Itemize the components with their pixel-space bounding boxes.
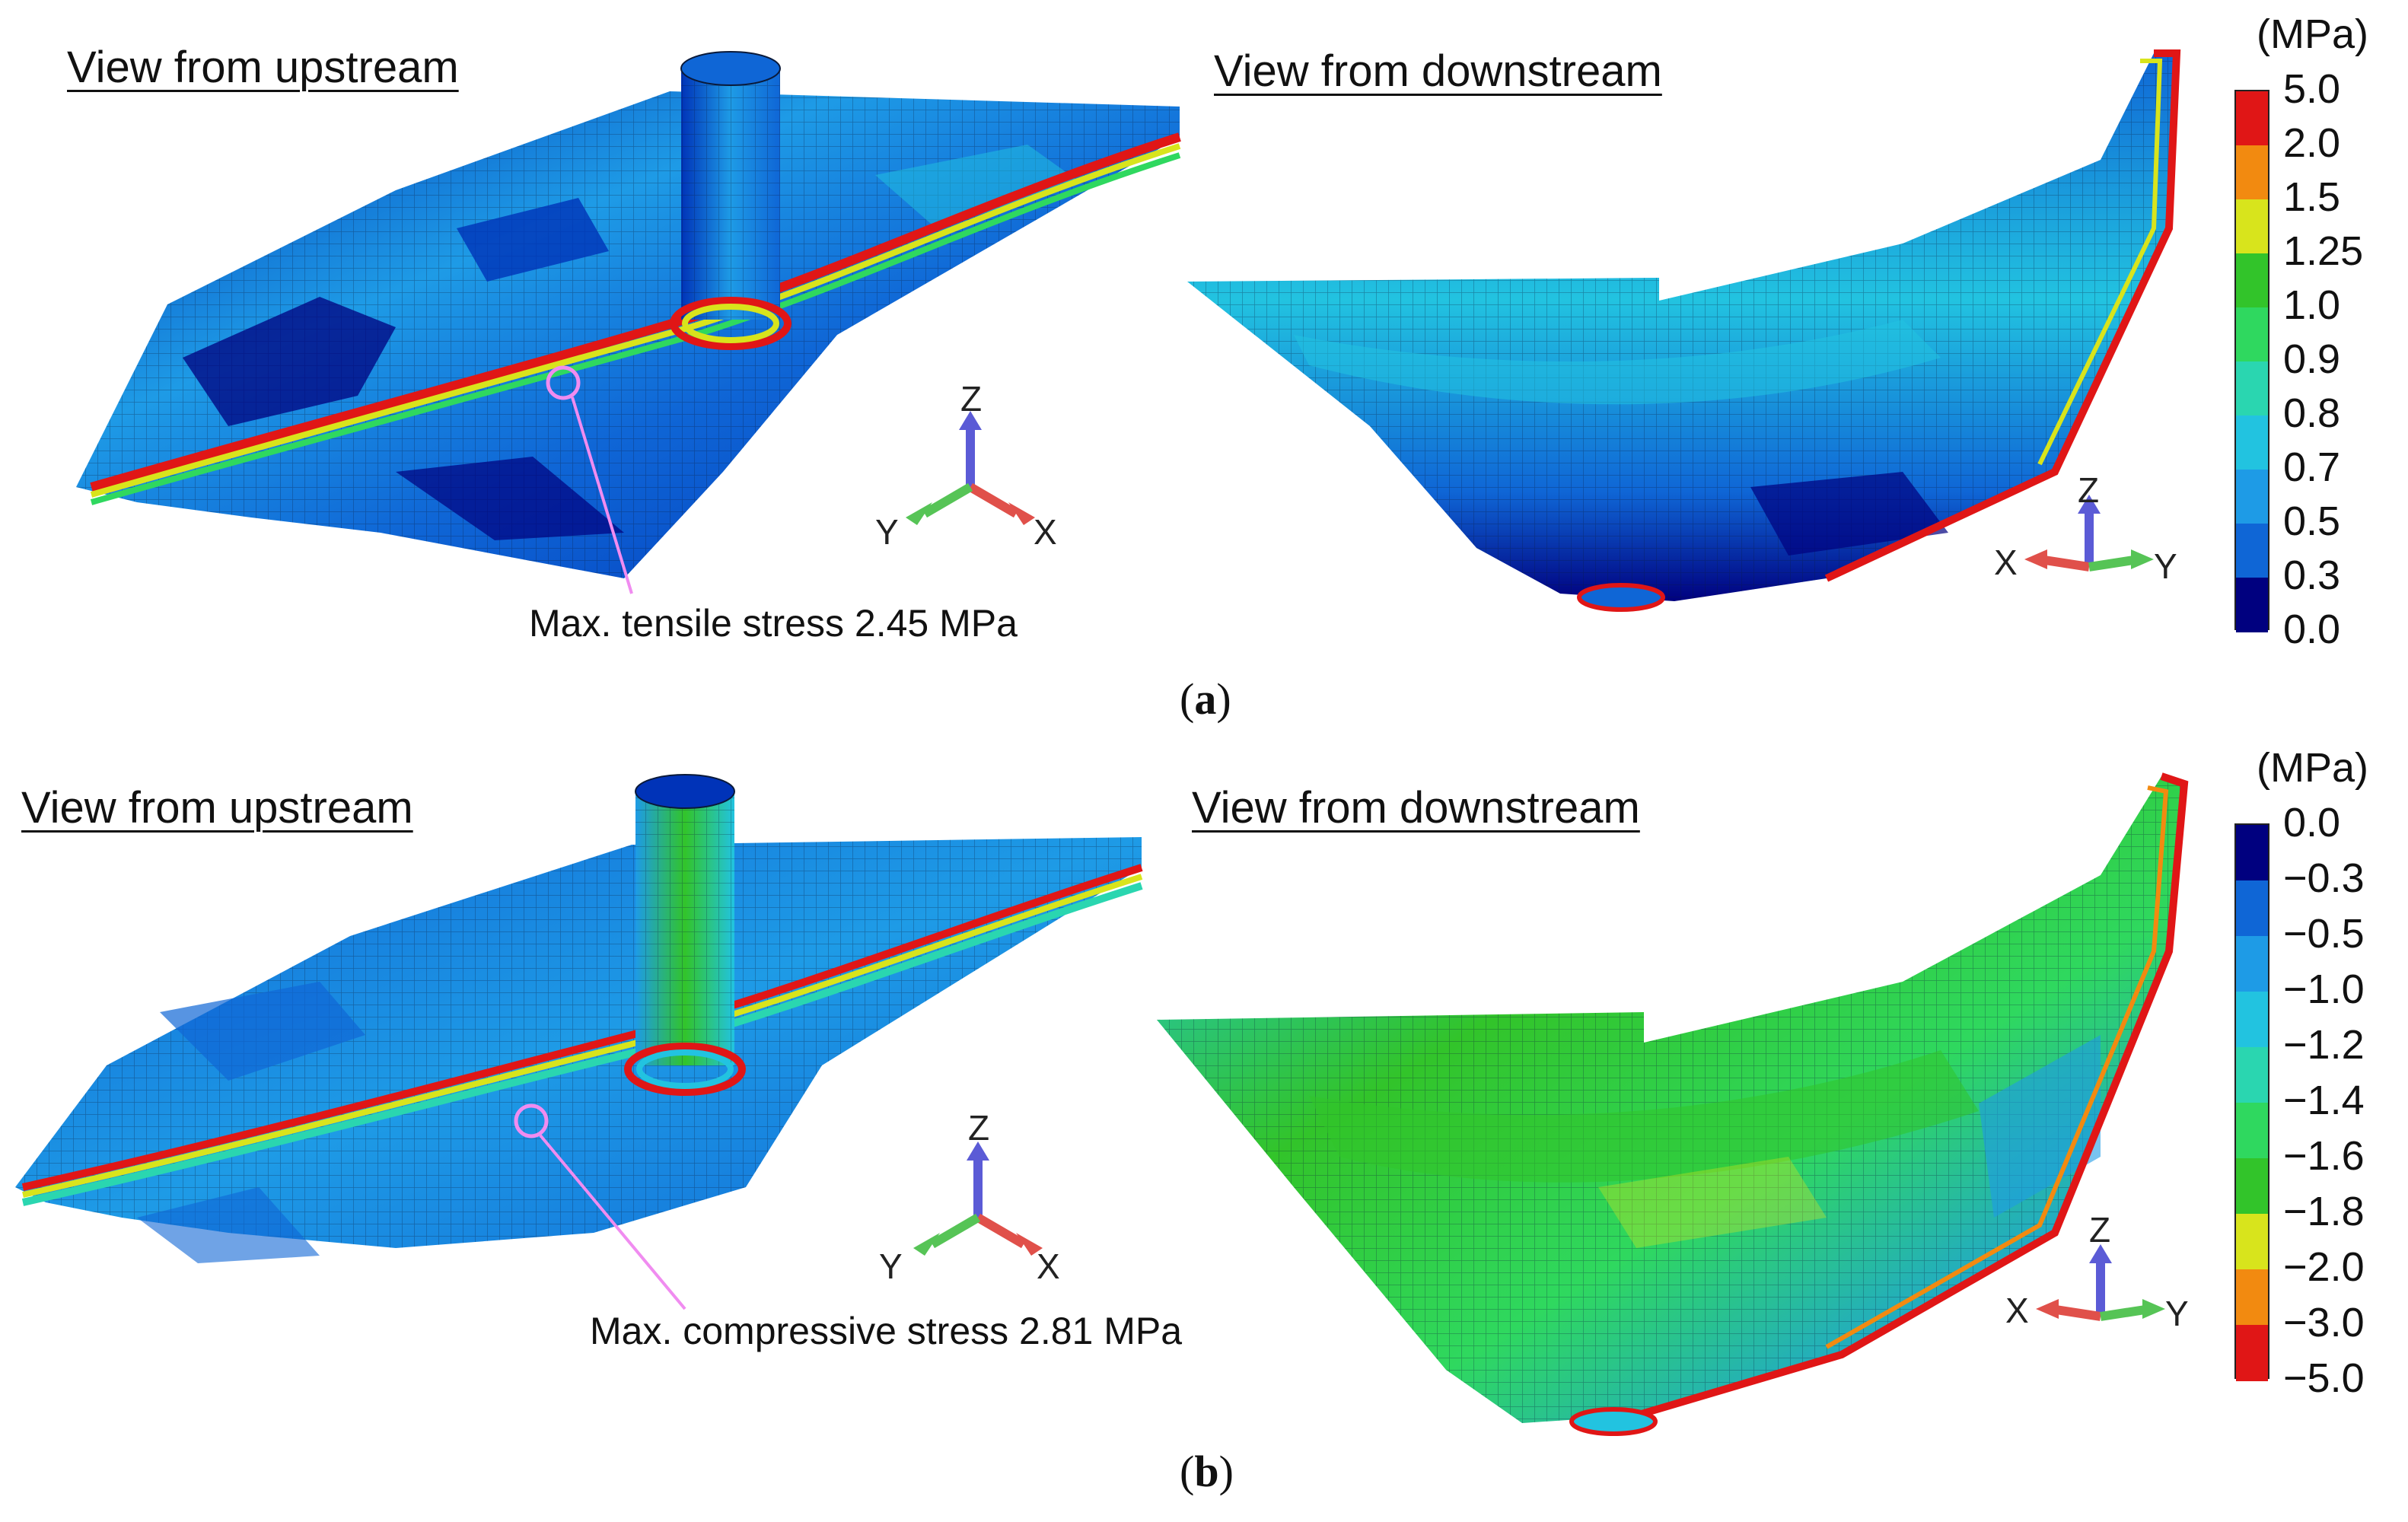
legend-swatch (2236, 91, 2268, 146)
annotation-leader-line (571, 396, 633, 594)
axis-z-label: Z (2089, 1210, 2110, 1250)
legend-swatch (2236, 1269, 2268, 1326)
legend-tick-label: −5.0 (2283, 1355, 2365, 1401)
legend-swatch (2236, 361, 2268, 416)
legend-swatch (2236, 825, 2268, 881)
legend-swatch (2236, 1214, 2268, 1270)
upstream-dam-model-b (15, 774, 1143, 1263)
legend-tick-label: 0.0 (2283, 607, 2341, 652)
downstream-view-title: View from downstream (1214, 46, 1662, 96)
legend-tick-label: 2.0 (2283, 120, 2341, 166)
max-tensile-marker (546, 365, 581, 400)
panel-a-letter: a (1194, 674, 1217, 724)
downstream-dam-model-b (1157, 772, 2189, 1436)
upstream-view-title: View from upstream (21, 783, 413, 833)
annotation-leader-line (539, 1134, 686, 1310)
axis-x-label: X (1037, 1247, 1060, 1286)
panel-b: Z X Y Z X Y View from upstream View from… (0, 745, 2408, 1522)
axis-z-label: Z (2078, 470, 2099, 510)
max-compressive-stress-annotation: Max. compressive stress 2.81 MPa (590, 1310, 1183, 1352)
panel-a-label: (a) (1180, 674, 1231, 724)
legend-swatch (2236, 307, 2268, 362)
legend-swatch (2236, 1325, 2268, 1381)
legend-tick-label: 5.0 (2283, 66, 2341, 112)
legend-tick-label: −1.4 (2283, 1078, 2365, 1123)
legend-tick-label: −0.3 (2283, 855, 2365, 901)
legend-swatch (2236, 253, 2268, 308)
legend-swatch (2236, 1158, 2268, 1215)
axis-y-label: Y (879, 1247, 903, 1286)
legend-swatch (2236, 578, 2268, 632)
legend-tick-label: −2.0 (2283, 1244, 2365, 1290)
axis-z-label: Z (960, 379, 982, 419)
legend-swatch (2236, 199, 2268, 254)
panel-a: Z X Y Z X Y View from upstream View from… (67, 0, 2405, 724)
legend-color-bar (2234, 823, 2269, 1381)
legend-tick-label: −0.5 (2283, 911, 2365, 957)
axis-triad-right-a: Z X Y (1994, 470, 2177, 586)
legend-swatch (2236, 416, 2268, 470)
axis-x-label: X (1034, 512, 1057, 552)
axis-y-label: Y (2154, 546, 2177, 586)
axis-y-label: Y (875, 512, 899, 552)
downstream-dam-model-a (1187, 49, 2181, 612)
legend-tick-label: −1.6 (2283, 1133, 2365, 1179)
legend-tick-label: −3.0 (2283, 1300, 2365, 1345)
legend-tick-label: 1.0 (2283, 282, 2341, 328)
legend-tick-label: 0.8 (2283, 390, 2341, 436)
axis-triad-left-b: Z X Y (879, 1108, 1060, 1286)
upstream-view-title: View from upstream (67, 43, 459, 92)
legend-tick-label: 0.3 (2283, 552, 2341, 598)
legend-tick-label: −1.0 (2283, 966, 2365, 1012)
axis-triad-left-a: Z X Y (875, 379, 1057, 552)
legend-swatch (2236, 145, 2268, 200)
legend-swatch (2236, 524, 2268, 578)
legend-tick-label: −1.2 (2283, 1022, 2365, 1068)
axis-x-label: X (2005, 1291, 2029, 1330)
legend-swatch (2236, 880, 2268, 937)
legend-tick-label: 1.5 (2283, 174, 2341, 220)
stress-legend-b: (MPa) 0.0 −0.3 −0.5 −1.0 −1.2 −1.4 −1.6 −1.8 −2.… (2207, 745, 2405, 1415)
legend-tick-label: 0.0 (2283, 800, 2341, 845)
stress-legend-a: (MPa) 5.0 2.0 1.5 1.25 1.0 0.9 0.8 0.7 0.5 0.3 0.0 (2207, 0, 2405, 654)
axis-x-label: X (1994, 543, 2018, 582)
legend-swatch (2236, 936, 2268, 992)
panel-b-letter: b (1194, 1447, 1219, 1496)
legend-tick-label: 0.7 (2283, 444, 2341, 490)
legend-swatch (2236, 992, 2268, 1048)
max-tensile-stress-annotation: Max. tensile stress 2.45 MPa (529, 602, 1018, 645)
legend-tick-label: 1.25 (2283, 228, 2364, 274)
upstream-dam-model-a (76, 51, 1181, 578)
axis-y-label: Y (2165, 1294, 2189, 1333)
max-compressive-marker (514, 1103, 549, 1138)
legend-swatch (2236, 1047, 2268, 1103)
panel-b-label: (b) (1180, 1447, 1234, 1496)
legend-color-bar (2234, 90, 2269, 632)
legend-tick-label: 0.9 (2283, 336, 2341, 382)
axis-triad-right-b: Z X Y (2005, 1210, 2189, 1333)
legend-unit: (MPa) (2257, 11, 2368, 57)
legend-swatch (2236, 1103, 2268, 1159)
legend-unit: (MPa) (2257, 745, 2368, 791)
panel-b-scene: Z X Y Z X Y (15, 772, 2189, 1436)
downstream-view-title: View from downstream (1192, 783, 1640, 833)
axis-z-label: Z (968, 1108, 989, 1148)
legend-tick-label: −1.8 (2283, 1189, 2365, 1234)
legend-swatch (2236, 470, 2268, 524)
panel-a-scene: Z X Y Z X Y (76, 49, 2181, 612)
legend-tick-label: 0.5 (2283, 498, 2341, 544)
